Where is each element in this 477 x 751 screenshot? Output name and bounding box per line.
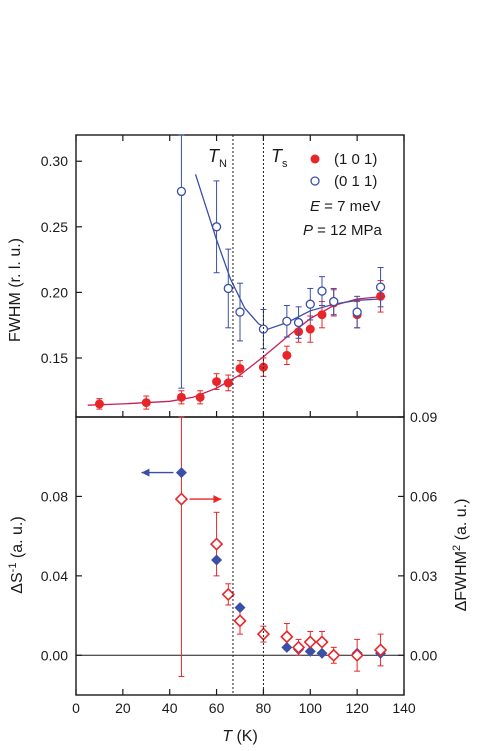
tn-subscript: N: [219, 158, 227, 170]
data-point-011: [375, 282, 386, 292]
ts-subscript: s: [282, 158, 288, 170]
x-tick-label: 20: [115, 700, 131, 716]
data-point-011: [305, 299, 315, 309]
data-point-101: [94, 399, 104, 409]
x-axis-title: T (K): [222, 728, 258, 745]
left-y-tick-label: 0.04: [41, 568, 68, 584]
data-point-delta-fwhm: [315, 635, 329, 649]
legend-marker-101: [310, 154, 320, 164]
top-y-tick-label: 0.30: [41, 153, 68, 169]
data-point-delta-s: [175, 467, 187, 479]
right-ylabel-sup: 2: [451, 545, 463, 551]
bottom-plot-frame: [75, 416, 405, 696]
x-tick-label: 0: [72, 700, 80, 716]
arrow-head: [141, 468, 150, 477]
panel-fwhm: 0.15 0.20 0.25 0.30: [41, 134, 405, 418]
right-y-tick-label: 0.09: [410, 409, 437, 425]
data-point-delta-fwhm: [373, 643, 388, 657]
data-point-101: [176, 392, 186, 402]
data-point-011: [258, 324, 269, 334]
pressure-annotation: P = 12 MPa: [303, 222, 382, 239]
x-tick-label: 140: [392, 700, 416, 716]
arrow-head: [213, 495, 222, 504]
data-point-delta-s: [281, 641, 293, 653]
data-point-101: [282, 350, 292, 360]
data-point-delta-fwhm: [221, 587, 235, 602]
data-point-delta-fwhm: [280, 630, 294, 644]
data-point-011: [317, 286, 327, 296]
right-y-tick-label: 0.03: [410, 568, 437, 584]
data-point-delta-fwhm: [291, 640, 306, 654]
ts-label: T: [271, 146, 284, 166]
right-y-tick-label: 0.06: [410, 488, 437, 504]
left-ylabel-suffix: (a. u.): [9, 516, 26, 562]
bottom-right-y-axis-title: ΔFWHM2 (a. u.): [451, 499, 470, 612]
left-ylabel-prefix: ΔS: [9, 572, 26, 593]
data-point-101: [223, 378, 233, 388]
bottom-left-y-axis-title: ΔS-1 (a. u.): [7, 516, 26, 593]
data-point-delta-fwhm: [233, 614, 247, 628]
data-point-011: [329, 296, 339, 307]
data-point-101: [305, 324, 315, 334]
right-ylabel-prefix: ΔFWHM: [453, 551, 470, 611]
data-point-delta-s: [304, 645, 316, 657]
data-point-011: [235, 307, 245, 317]
fit-line-011: [194, 174, 381, 330]
data-point-delta-fwhm: [174, 492, 189, 506]
x-tick-label: 40: [162, 700, 178, 716]
legend-label-101: (1 0 1): [334, 151, 377, 168]
data-point-delta-fwhm: [256, 627, 271, 641]
data-point-011: [176, 186, 187, 197]
top-y-tick-label: 0.15: [41, 350, 68, 366]
data-point-delta-fwhm: [350, 648, 364, 662]
energy-annotation: E = 7 meV: [310, 198, 380, 215]
tn-label: T: [208, 146, 221, 166]
legend-marker-011: [310, 176, 320, 186]
x-tick-label: 60: [209, 700, 225, 716]
data-point-delta-fwhm: [209, 537, 224, 551]
data-point-101: [235, 363, 245, 373]
data-point-101: [141, 398, 151, 408]
data-point-delta-s: [211, 554, 223, 566]
top-y-tick-label: 0.25: [41, 219, 68, 235]
x-tick-label: 120: [345, 700, 369, 716]
left-y-tick-label: 0.08: [41, 488, 68, 504]
data-point-delta-fwhm: [303, 635, 317, 649]
x-axis-unit: (K): [232, 728, 258, 745]
top-y-axis-title: FWHM (r. l. u.): [7, 238, 24, 342]
data-point-011: [211, 222, 222, 232]
data-point-delta-s: [234, 602, 246, 614]
left-y-tick-label: 0.00: [41, 647, 68, 663]
pressure-val: = 12 MPa: [313, 222, 382, 239]
left-ylabel-sup: -1: [7, 563, 19, 573]
data-point-delta-s: [316, 647, 328, 659]
x-tick-label: 100: [299, 700, 323, 716]
x-tick-label: 80: [256, 700, 272, 716]
legend-label-011: (0 1 1): [334, 173, 377, 190]
data-point-011: [282, 316, 292, 326]
data-point-011: [293, 317, 304, 328]
transition-lines: [232, 135, 264, 695]
data-point-011: [352, 307, 362, 317]
data-point-101: [195, 392, 205, 402]
pressure-var: P: [303, 222, 313, 239]
energy-val: = 7 meV: [320, 198, 380, 215]
data-point-101: [212, 377, 222, 387]
data-point-011: [223, 283, 233, 294]
right-ylabel-suffix: (a. u.): [453, 499, 470, 545]
top-y-tick-label: 0.20: [41, 284, 68, 300]
data-point-delta-fwhm: [327, 648, 341, 662]
x-axis-var: T: [222, 728, 233, 745]
energy-var: E: [310, 198, 321, 215]
panel-delta: 0.00 0.04 0.08 0.00 0.03 0.06 0.09 0 20 40 60 80 100…: [41, 409, 438, 716]
right-y-tick-label: 0.00: [410, 647, 437, 663]
data-point-101: [317, 310, 327, 320]
